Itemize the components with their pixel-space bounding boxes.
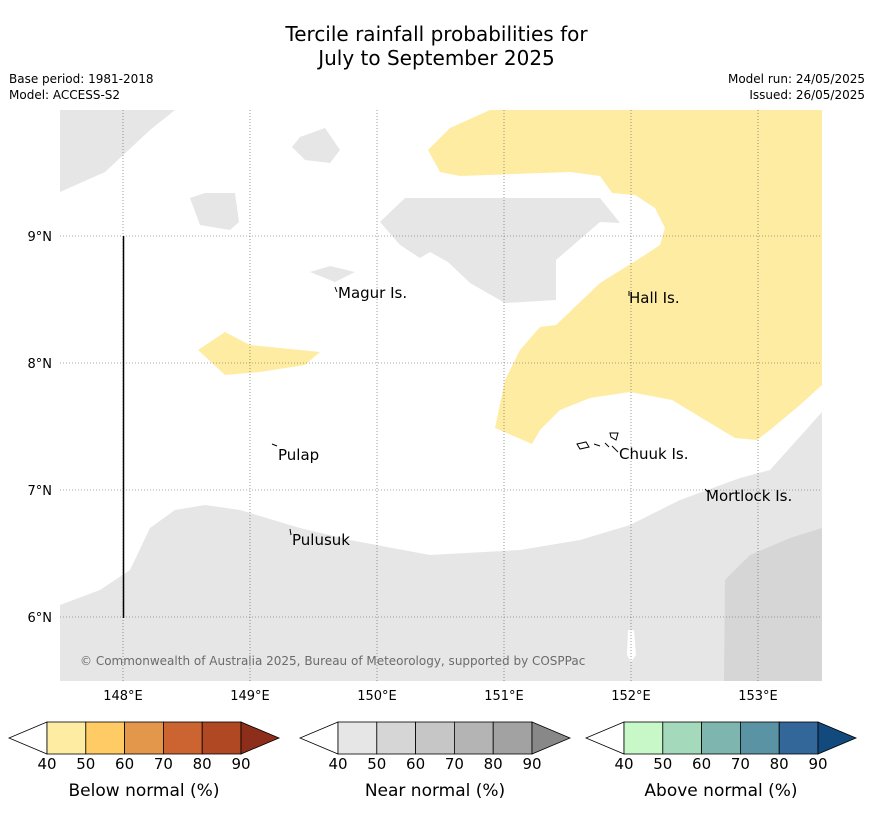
colorbar-swatch bbox=[623, 721, 664, 755]
colorbar-swatch bbox=[415, 721, 455, 755]
colorbar-extend-high bbox=[531, 721, 572, 755]
place-label-hall: Hall Is. bbox=[629, 289, 680, 307]
colorbar-tick-label: 50 bbox=[367, 755, 387, 773]
colorbar-tick-label: 40 bbox=[37, 755, 57, 773]
colorbar-above-normal: 40 50 60 70 80 90 Above normal (%) bbox=[584, 718, 858, 813]
near-normal-region bbox=[380, 198, 620, 303]
place-label-mortlock: Mortlock Is. bbox=[706, 487, 792, 505]
colorbar-ticks: 40 50 60 70 80 90 bbox=[585, 755, 858, 775]
colorbar-tick-label: 80 bbox=[769, 755, 789, 773]
near-normal-region bbox=[60, 412, 822, 681]
place-label-magur: Magur Is. bbox=[338, 284, 407, 302]
map-title: Tercile rainfall probabilities for July … bbox=[0, 22, 873, 70]
island-outlines bbox=[271, 286, 709, 536]
colorbar-swatches bbox=[584, 721, 858, 755]
colorbar-title: Near normal (%) bbox=[364, 781, 506, 801]
place-label-chuuk: Chuuk Is. bbox=[619, 445, 688, 463]
colorbar-tick-label: 70 bbox=[153, 755, 173, 773]
lon-label: 152°E bbox=[611, 689, 651, 704]
model-name: Model: ACCESS-S2 bbox=[9, 88, 121, 102]
base-period: Base period: 1981-2018 bbox=[9, 72, 154, 86]
title-line-1: Tercile rainfall probabilities for bbox=[285, 22, 588, 46]
colorbar-tick-label: 60 bbox=[115, 755, 135, 773]
colorbar-extend-high bbox=[817, 721, 858, 755]
colorbar-near-normal: 40 50 60 70 80 90 Near normal (%) bbox=[298, 718, 572, 813]
colorbar-below-normal: 40 50 60 70 80 90 Below normal (%) bbox=[7, 718, 281, 813]
colorbar-tick-label: 70 bbox=[730, 755, 750, 773]
colorbar-ticks: 40 50 60 70 80 90 bbox=[299, 755, 572, 775]
below-normal-region bbox=[198, 332, 320, 375]
colorbar-swatch bbox=[778, 721, 819, 755]
colorbar-swatch bbox=[85, 721, 126, 755]
colorbar-tick-label: 90 bbox=[231, 755, 251, 773]
title-line-2: July to September 2025 bbox=[318, 46, 555, 70]
meta-right: Model run: 24/05/2025 Issued: 26/05/2025 bbox=[728, 71, 865, 103]
lat-label: 6°N bbox=[28, 611, 53, 626]
colorbar-title: Below normal (%) bbox=[68, 781, 220, 801]
colorbar-ticks: 40 50 60 70 80 90 bbox=[8, 755, 281, 775]
colorbar-swatch bbox=[46, 721, 87, 755]
lon-label: 151°E bbox=[484, 689, 524, 704]
near-normal-region bbox=[190, 193, 239, 230]
colorbar-tick-label: 90 bbox=[808, 755, 828, 773]
issued-date: Issued: 26/05/2025 bbox=[749, 88, 865, 102]
colorbar-tick-label: 40 bbox=[614, 755, 634, 773]
model-run: Model run: 24/05/2025 bbox=[727, 72, 865, 86]
colorbar-swatch bbox=[376, 721, 417, 755]
lat-label: 7°N bbox=[28, 484, 53, 499]
colorbar-title: Above normal (%) bbox=[644, 781, 798, 801]
lon-label: 149°E bbox=[230, 689, 270, 704]
colorbar-tick-label: 80 bbox=[192, 755, 212, 773]
colorbar-swatch bbox=[701, 721, 741, 755]
lon-label: 153°E bbox=[738, 689, 778, 704]
colorbar-extend-high bbox=[240, 721, 281, 755]
near-normal-region bbox=[292, 128, 340, 163]
colorbar-tick-label: 90 bbox=[522, 755, 542, 773]
near-normal-region bbox=[310, 266, 355, 282]
colorbar-swatch bbox=[453, 721, 494, 755]
colorbar-tick-label: 60 bbox=[406, 755, 426, 773]
colorbar-tick-label: 70 bbox=[444, 755, 464, 773]
colorbar-swatch bbox=[739, 721, 780, 755]
colorbar-swatches bbox=[7, 721, 281, 755]
white-patch bbox=[627, 630, 636, 662]
near-normal-region-50 bbox=[724, 528, 822, 681]
colorbar-extend-low bbox=[7, 721, 48, 755]
lat-label: 9°N bbox=[28, 230, 53, 245]
colorbar-swatch bbox=[492, 721, 533, 755]
meta-left: Base period: 1981-2018 Model: ACCESS-S2 bbox=[9, 71, 154, 103]
near-normal-region bbox=[60, 110, 175, 192]
colorbar-tick-label: 60 bbox=[692, 755, 712, 773]
copyright-text: © Commonwealth of Australia 2025, Bureau… bbox=[80, 654, 585, 668]
colorbar-swatch bbox=[162, 721, 203, 755]
colorbar-swatch bbox=[337, 721, 378, 755]
colorbar-extend-low bbox=[298, 721, 339, 755]
below-normal-region bbox=[428, 110, 822, 444]
lon-label: 150°E bbox=[357, 689, 397, 704]
colorbar-swatches bbox=[298, 721, 572, 755]
lat-label: 8°N bbox=[28, 357, 53, 372]
colorbar-tick-label: 50 bbox=[76, 755, 96, 773]
place-label-pulusuk: Pulusuk bbox=[292, 531, 350, 549]
forecast-map: Magur Is. Hall Is. Pulap Chuuk Is. Mortl… bbox=[28, 110, 822, 704]
colorbar-swatch bbox=[124, 721, 164, 755]
colorbar-tick-label: 50 bbox=[653, 755, 673, 773]
place-label-pulap: Pulap bbox=[278, 446, 319, 464]
colorbar-swatch bbox=[662, 721, 703, 755]
colorbar-tick-label: 40 bbox=[328, 755, 348, 773]
lon-label: 148°E bbox=[103, 689, 143, 704]
colorbar-extend-low bbox=[584, 721, 625, 755]
colorbar-swatch bbox=[201, 721, 242, 755]
colorbar-tick-label: 80 bbox=[483, 755, 503, 773]
